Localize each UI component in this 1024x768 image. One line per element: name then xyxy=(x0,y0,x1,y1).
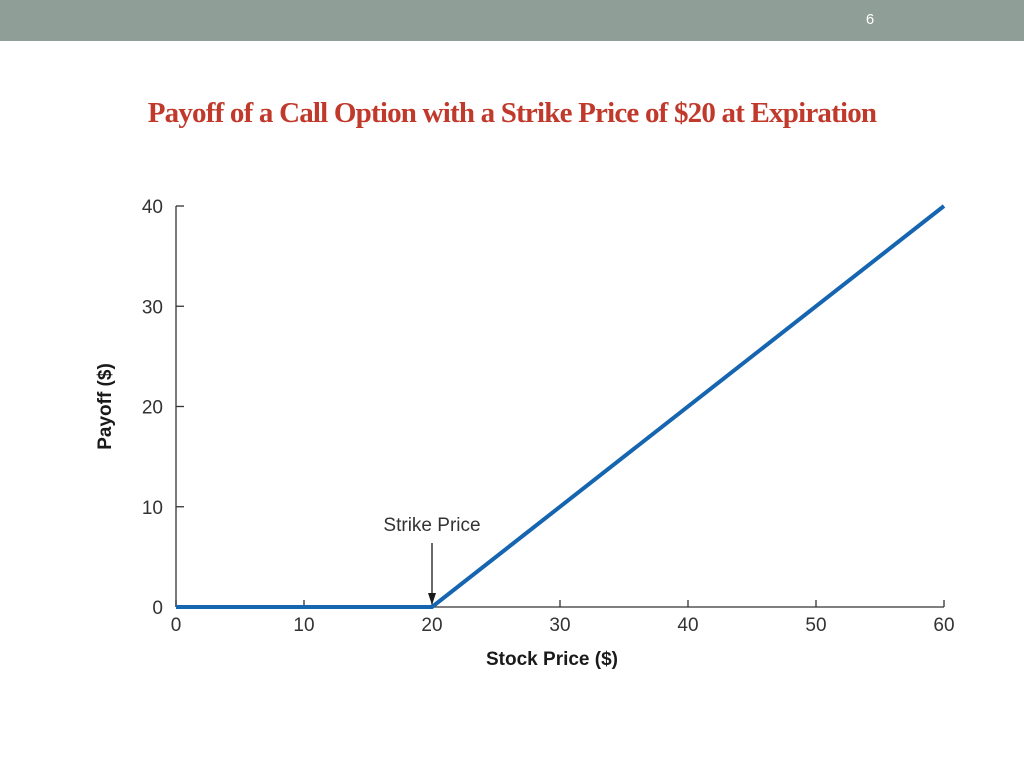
x-axis-title: Stock Price ($) xyxy=(486,649,618,670)
slide-title: Payoff of a Call Option with a Strike Pr… xyxy=(147,97,877,129)
x-tick-label: 20 xyxy=(421,615,442,636)
x-tick-label: 30 xyxy=(549,615,570,636)
slide-number: 6 xyxy=(865,11,875,28)
x-tick-label: 60 xyxy=(933,615,954,636)
y-tick-label: 20 xyxy=(142,398,163,419)
x-tick-label: 10 xyxy=(293,615,314,636)
y-tick-label: 40 xyxy=(142,197,163,218)
x-tick-label: 50 xyxy=(805,615,826,636)
y-tick-label: 30 xyxy=(142,297,163,318)
x-tick-label: 0 xyxy=(171,615,182,636)
y-tick-label: 0 xyxy=(152,598,163,619)
top-bar xyxy=(0,0,1024,41)
strike-price-arrow-head xyxy=(428,593,436,605)
payoff-line xyxy=(176,204,946,609)
y-tick-label: 10 xyxy=(142,498,163,519)
x-tick-label: 40 xyxy=(677,615,698,636)
strike-price-label: Strike Price xyxy=(383,515,480,536)
y-axis-title: Payoff ($) xyxy=(95,363,116,450)
